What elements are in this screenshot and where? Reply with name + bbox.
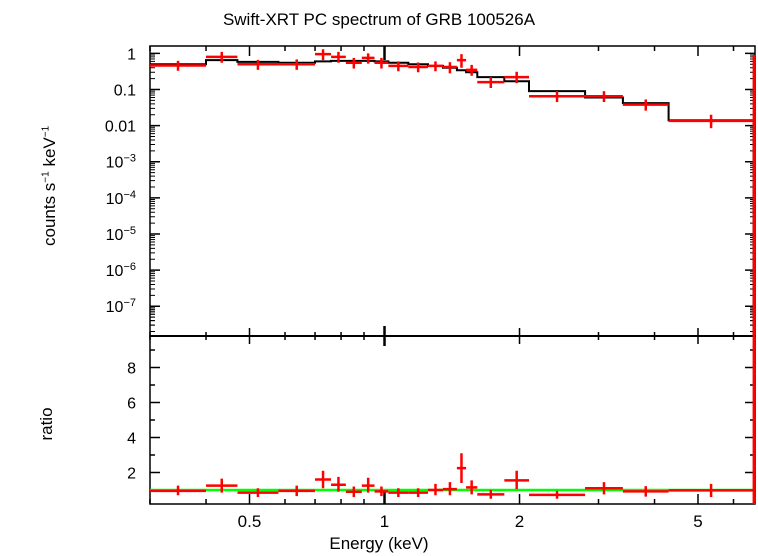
spectrum-data-point <box>315 49 332 61</box>
spectrum-y-tick-base: 0.01 <box>105 119 136 136</box>
spectrum-data-point <box>752 55 756 336</box>
spectrum-y-tick-base: 1 <box>127 46 136 63</box>
ratio-data-point <box>206 478 238 493</box>
ratio-data-group <box>150 336 756 504</box>
spectrum-y-tick-label: 10−3 <box>106 153 136 172</box>
ratio-data-point <box>331 476 346 492</box>
x-tick-label: 5 <box>693 512 702 531</box>
ratio-data-point <box>374 486 389 497</box>
spectrum-data-point <box>427 61 443 72</box>
ratio-data-point <box>345 486 362 497</box>
ratio-data-point <box>585 482 623 495</box>
spectrum-y-tick-exp: −4 <box>123 189 136 201</box>
spectrum-data-point <box>374 57 389 69</box>
spectrum-y-tick-base: 10 <box>106 263 124 280</box>
ratio-y-tick-label: 8 <box>127 361 136 378</box>
x-ticks: 0.5 1 2 5 <box>149 46 735 531</box>
spectrum-y-tick-exp: −3 <box>123 153 136 165</box>
spectrum-data-point <box>408 62 428 73</box>
x-tick-label: 0.5 <box>238 512 262 531</box>
chart-title: Swift-XRT PC spectrum of GRB 100526A <box>222 10 536 29</box>
spectrum-y-tick-base: 10 <box>106 155 124 172</box>
ratio-data-point <box>466 480 478 495</box>
ratio-data-point <box>752 336 756 504</box>
ratio-data-point <box>315 470 332 489</box>
spectrum-y-tick-label: 10−4 <box>106 189 136 208</box>
spectrum-y-tick-label: 10−5 <box>106 225 136 244</box>
spectrum-data-point <box>442 62 457 74</box>
spectrum-data-point <box>504 71 530 84</box>
spectrum-y-tick-exp: −5 <box>123 225 136 237</box>
spectrum-y-tick-label: 1 <box>127 46 136 63</box>
x-tick-label: 2 <box>515 512 524 531</box>
ratio-data-point <box>388 488 409 497</box>
spectrum-data-point <box>456 54 467 68</box>
ratio-data-point <box>668 483 754 497</box>
spectrum-y-tick-label: 10−7 <box>106 297 136 316</box>
spectrum-data-point <box>622 99 669 111</box>
spectrum-y-tick-base: 10 <box>106 299 124 316</box>
x-axis-label: Energy (keV) <box>329 534 429 553</box>
spectrum-data-point <box>477 77 505 89</box>
spectrum-y-tick-base: 10 <box>106 191 124 208</box>
spectrum-data-point <box>529 91 586 103</box>
ratio-data-point <box>622 486 669 497</box>
spectrum-y-tick-label: 0.1 <box>114 82 136 99</box>
model-step-line <box>150 59 755 337</box>
ratio-data-point <box>278 485 316 497</box>
spectrum-panel-frame <box>149 45 756 337</box>
spectrum-data-point <box>361 53 375 64</box>
ratio-data-point <box>504 470 530 490</box>
spectrum-y-tick-label: 10−6 <box>106 261 136 280</box>
ratio-data-point <box>150 485 207 496</box>
spectrum-y-tick-base: 0.1 <box>114 82 136 99</box>
ratio-panel-frame <box>149 335 756 505</box>
spectrum-y-tick-label: 0.01 <box>105 119 136 136</box>
ratio-data-point <box>408 488 428 497</box>
ratio-data-point <box>442 482 457 496</box>
ratio-data-point <box>456 453 467 483</box>
spectrum-data-point <box>278 59 316 70</box>
ratio-data-point <box>529 490 586 499</box>
x-tick-label: 1 <box>380 512 389 531</box>
spectrum-data-point <box>388 61 409 72</box>
ratio-y-tick-label: 2 <box>127 466 136 483</box>
spectrum-y-tick-exp: −7 <box>123 297 136 309</box>
ratio-data-point <box>477 490 505 499</box>
ratio-data-point <box>361 477 375 493</box>
spectrum-data-point <box>466 64 478 76</box>
spectrum-data-point <box>585 91 623 103</box>
spectrum-data-point <box>345 57 362 69</box>
spectrum-y-tick-exp: −6 <box>123 261 136 273</box>
ratio-y-tick-label: 4 <box>127 431 136 448</box>
spectrum-data-point <box>331 51 346 63</box>
ratio-data-point <box>427 483 443 496</box>
spectrum-data-group <box>150 49 756 336</box>
spectrum-data-point <box>150 60 207 71</box>
ratio-data-point <box>237 488 279 497</box>
ratio-y-ticks: 2 4 6 8 <box>127 349 755 491</box>
spectrum-y-tick-base: 10 <box>106 227 124 244</box>
spectrum-data-point <box>237 59 279 70</box>
spectrum-data-point <box>206 51 238 63</box>
ratio-y-tick-label: 6 <box>127 396 136 413</box>
spectrum-data-point <box>668 114 754 129</box>
